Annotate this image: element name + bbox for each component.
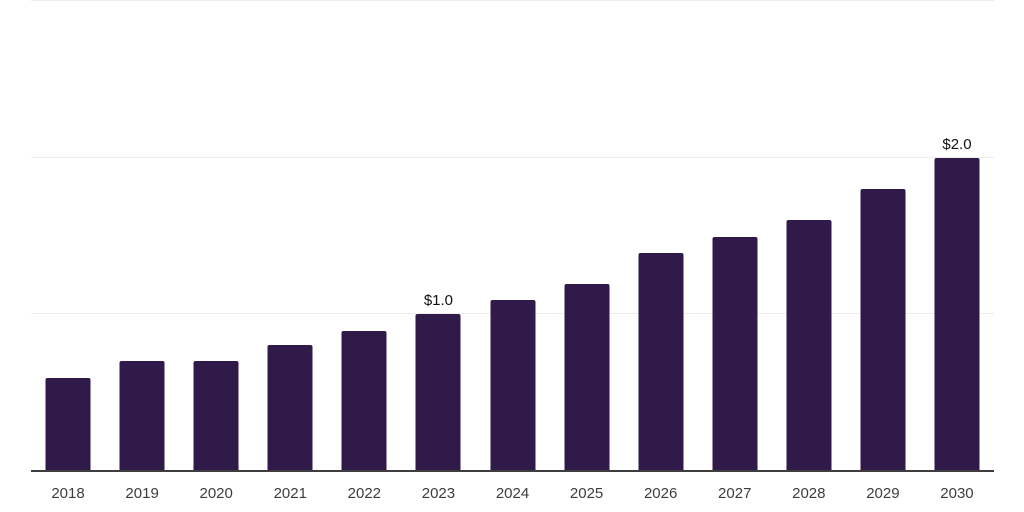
bar-2021 bbox=[267, 345, 313, 470]
bar-band-2028 bbox=[772, 0, 846, 470]
x-tick-label-2030: 2030 bbox=[940, 485, 974, 502]
bar-2019 bbox=[119, 360, 165, 470]
x-tick-label-2019: 2019 bbox=[125, 485, 159, 502]
bar-2022 bbox=[341, 330, 387, 470]
bar-band-2019 bbox=[105, 0, 179, 470]
bar-band-2022 bbox=[327, 0, 401, 470]
gridline-2 bbox=[31, 156, 994, 158]
bar-2028 bbox=[786, 220, 832, 470]
x-tick-label-2028: 2028 bbox=[792, 485, 826, 502]
bar-band-2026 bbox=[624, 0, 698, 470]
x-axis-labels: 2018 2019 2020 2021 2022 2023 2024 2025 2026 2027… bbox=[31, 486, 994, 501]
x-tick-label-2027: 2027 bbox=[718, 485, 752, 502]
bar-band-2030: $2.0 bbox=[920, 0, 994, 470]
x-tick-label-2024: 2024 bbox=[495, 485, 530, 502]
bar-2020 bbox=[193, 360, 239, 470]
x-tick-label-2022: 2022 bbox=[347, 485, 382, 502]
bar-band-2029 bbox=[846, 0, 920, 470]
bar-2025 bbox=[564, 284, 610, 470]
bar-band-2025 bbox=[550, 0, 624, 470]
bar-value-label-2030: $2.0 bbox=[942, 135, 972, 153]
bar-band-2018 bbox=[31, 0, 105, 470]
bars-container: $1.0 $2.0 bbox=[31, 0, 994, 470]
x-tick-label-2029: 2029 bbox=[866, 485, 900, 502]
bar-2024 bbox=[490, 299, 535, 470]
bar-2029 bbox=[860, 188, 906, 470]
bar-band-2021 bbox=[253, 0, 327, 470]
bar-2027 bbox=[712, 237, 758, 470]
x-tick-label-2023: 2023 bbox=[421, 485, 456, 502]
bar-band-2023: $1.0 bbox=[401, 0, 475, 470]
x-tick-label-2025: 2025 bbox=[569, 485, 604, 502]
bar-band-2027 bbox=[698, 0, 772, 470]
bar-2026 bbox=[638, 252, 684, 470]
x-tick-label-2020: 2020 bbox=[199, 485, 233, 502]
x-tick-label-2021: 2021 bbox=[273, 485, 307, 502]
bar-band-2020 bbox=[179, 0, 253, 470]
bar-2018 bbox=[45, 377, 91, 470]
x-tick-label-2026: 2026 bbox=[643, 485, 678, 502]
bar-value-label-2023: $1.0 bbox=[423, 291, 454, 309]
bar-2030 bbox=[934, 157, 980, 470]
plot-area: $1.0 $2.0 bbox=[31, 0, 994, 472]
x-tick-label-2018: 2018 bbox=[51, 485, 85, 502]
bar-2023 bbox=[415, 313, 461, 470]
gridline-3 bbox=[31, 0, 994, 2]
bar-band-2024 bbox=[475, 0, 549, 470]
